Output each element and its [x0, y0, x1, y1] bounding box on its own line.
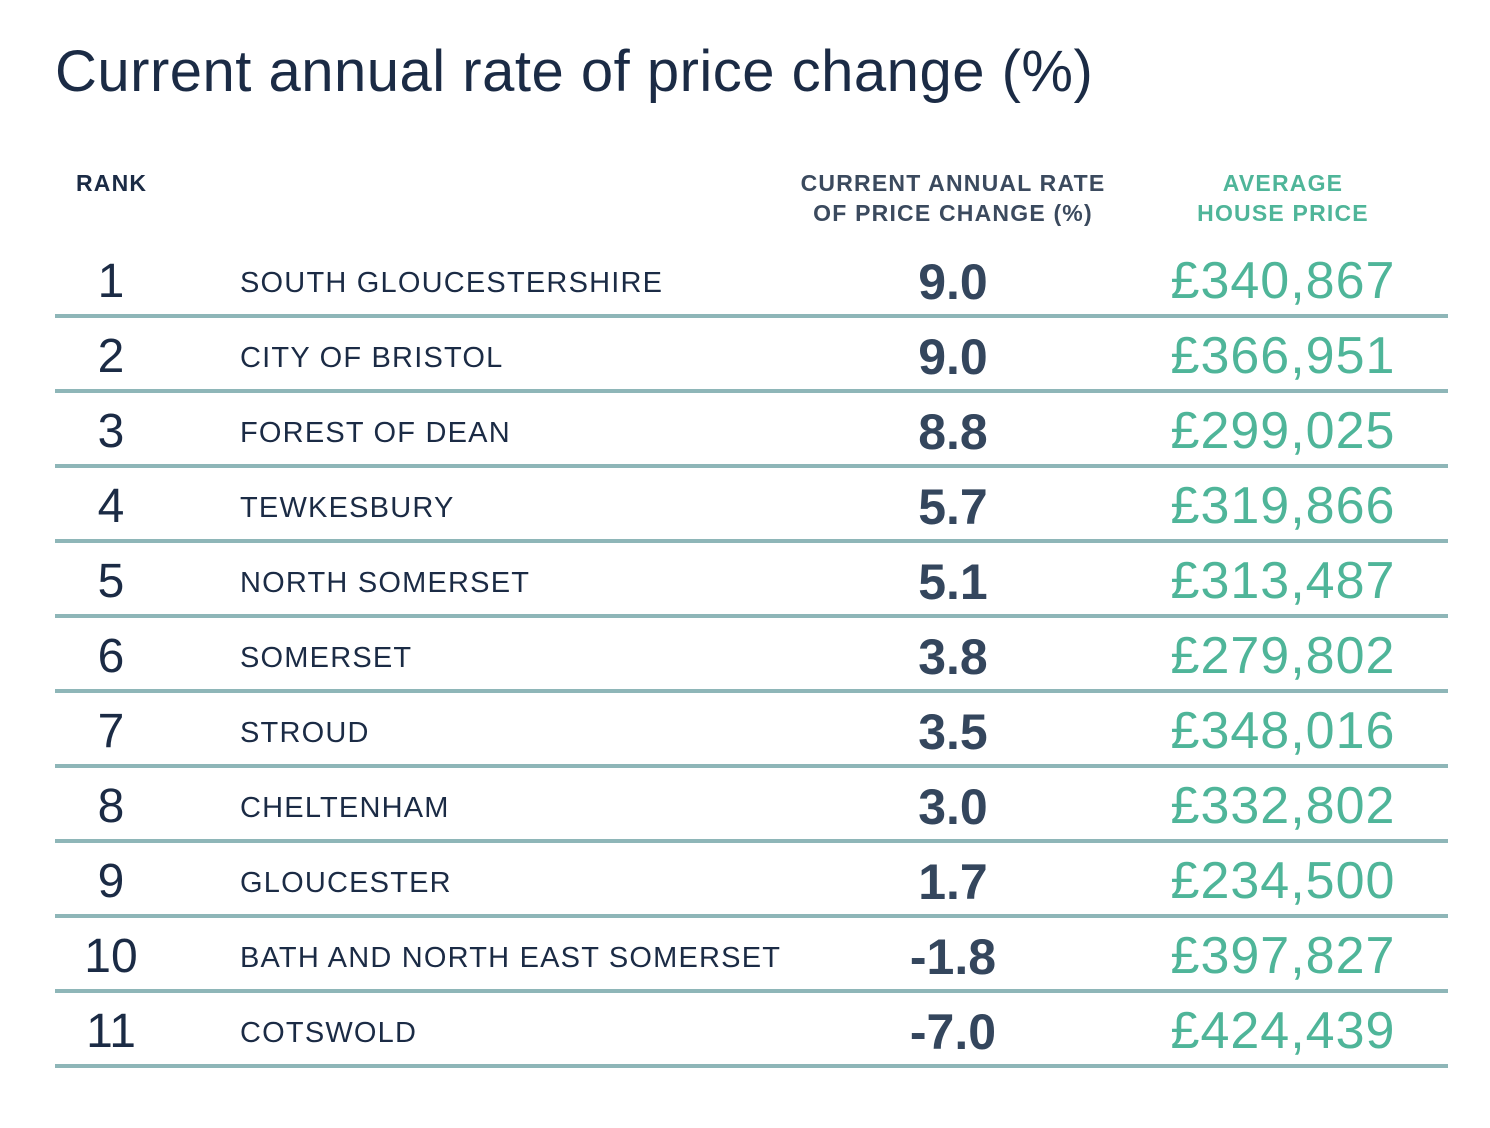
price-cell: £234,500 [1170, 852, 1396, 910]
price-cell: £313,487 [1170, 552, 1396, 610]
table-row: 2 CITY OF BRISTOL 9.0 £366,951 [55, 318, 1448, 393]
area-name-cell: TEWKESBURY [240, 492, 455, 524]
page-title: Current annual rate of price change (%) [55, 39, 1094, 104]
rate-cell: -7.0 [909, 1004, 997, 1060]
rate-header-line2: OF PRICE CHANGE (%) [813, 200, 1093, 226]
area-name-cell: SOMERSET [240, 642, 413, 674]
table-row: 3 FOREST OF DEAN 8.8 £299,025 [55, 393, 1448, 468]
price-cell: £397,827 [1170, 927, 1396, 985]
rate-cell: 8.8 [918, 404, 988, 460]
area-name-cell: CHELTENHAM [240, 792, 450, 824]
area-name-cell: NORTH SOMERSET [240, 567, 531, 599]
rank-cell: 2 [97, 330, 125, 383]
price-cell: £424,439 [1170, 1002, 1396, 1060]
table-row: 1 SOUTH GLOUCESTERSHIRE 9.0 £340,867 [55, 243, 1448, 318]
area-name-cell: COTSWOLD [240, 1017, 418, 1049]
rank-cell: 4 [97, 480, 125, 533]
table-row: 4 TEWKESBURY 5.7 £319,866 [55, 468, 1448, 543]
rate-cell: 5.7 [918, 479, 988, 535]
price-cell: £279,802 [1170, 627, 1396, 685]
rank-cell: 5 [97, 555, 125, 608]
price-cell: £319,866 [1170, 477, 1396, 535]
rank-header-label: RANK [76, 170, 148, 196]
price-cell: £366,951 [1170, 327, 1396, 385]
rank-cell: 7 [97, 705, 125, 758]
rank-cell: 8 [97, 780, 125, 833]
area-name-cell: STROUD [240, 717, 370, 749]
price-cell: £348,016 [1170, 702, 1396, 760]
rank-cell: 1 [97, 255, 125, 308]
table-row: 9 GLOUCESTER 1.7 £234,500 [55, 843, 1448, 918]
rank-cell: 9 [97, 855, 125, 908]
table-row: 11 COTSWOLD -7.0 £424,439 [55, 993, 1448, 1068]
price-header-line1: AVERAGE [1222, 170, 1344, 196]
table-row: 6 SOMERSET 3.8 £279,802 [55, 618, 1448, 693]
ranking-table: 1 SOUTH GLOUCESTERSHIRE 9.0 £340,867 2 CITY O… [55, 243, 1448, 1068]
rate-cell: 9.0 [918, 329, 988, 385]
rate-header-line1: CURRENT ANNUAL RATE [800, 170, 1106, 196]
area-name-cell: FOREST OF DEAN [240, 417, 511, 449]
area-name-cell: BATH AND NORTH EAST SOMERSET [240, 942, 782, 974]
area-name-cell: SOUTH GLOUCESTERSHIRE [240, 267, 664, 299]
rank-cell: 6 [97, 630, 125, 683]
rank-cell: 3 [97, 405, 125, 458]
rate-cell: -1.8 [909, 929, 997, 985]
table-row: 7 STROUD 3.5 £348,016 [55, 693, 1448, 768]
rank-column-header: RANK [76, 168, 147, 198]
table-row: 5 NORTH SOMERSET 5.1 £313,487 [55, 543, 1448, 618]
price-header-line2: HOUSE PRICE [1197, 200, 1369, 226]
price-cell: £299,025 [1170, 402, 1396, 460]
rate-cell: 5.1 [918, 554, 988, 610]
price-cell: £332,802 [1170, 777, 1396, 835]
table-row: 8 CHELTENHAM 3.0 £332,802 [55, 768, 1448, 843]
price-cell: £340,867 [1170, 252, 1396, 310]
rate-cell: 9.0 [918, 254, 988, 310]
area-name-cell: CITY OF BRISTOL [240, 342, 504, 374]
rank-cell: 10 [84, 930, 138, 983]
rate-cell: 1.7 [918, 854, 988, 910]
rate-cell: 3.5 [918, 704, 988, 760]
rate-cell: 3.8 [918, 629, 988, 685]
table-row: 10 BATH AND NORTH EAST SOMERSET -1.8 £397,8… [55, 918, 1448, 993]
area-name-cell: GLOUCESTER [240, 867, 452, 899]
rank-cell: 11 [86, 1005, 136, 1058]
price-column-header: AVERAGE HOUSE PRICE [1120, 168, 1446, 228]
rate-cell: 3.0 [918, 779, 988, 835]
rate-column-header: CURRENT ANNUAL RATE OF PRICE CHANGE (%) [760, 168, 1146, 228]
